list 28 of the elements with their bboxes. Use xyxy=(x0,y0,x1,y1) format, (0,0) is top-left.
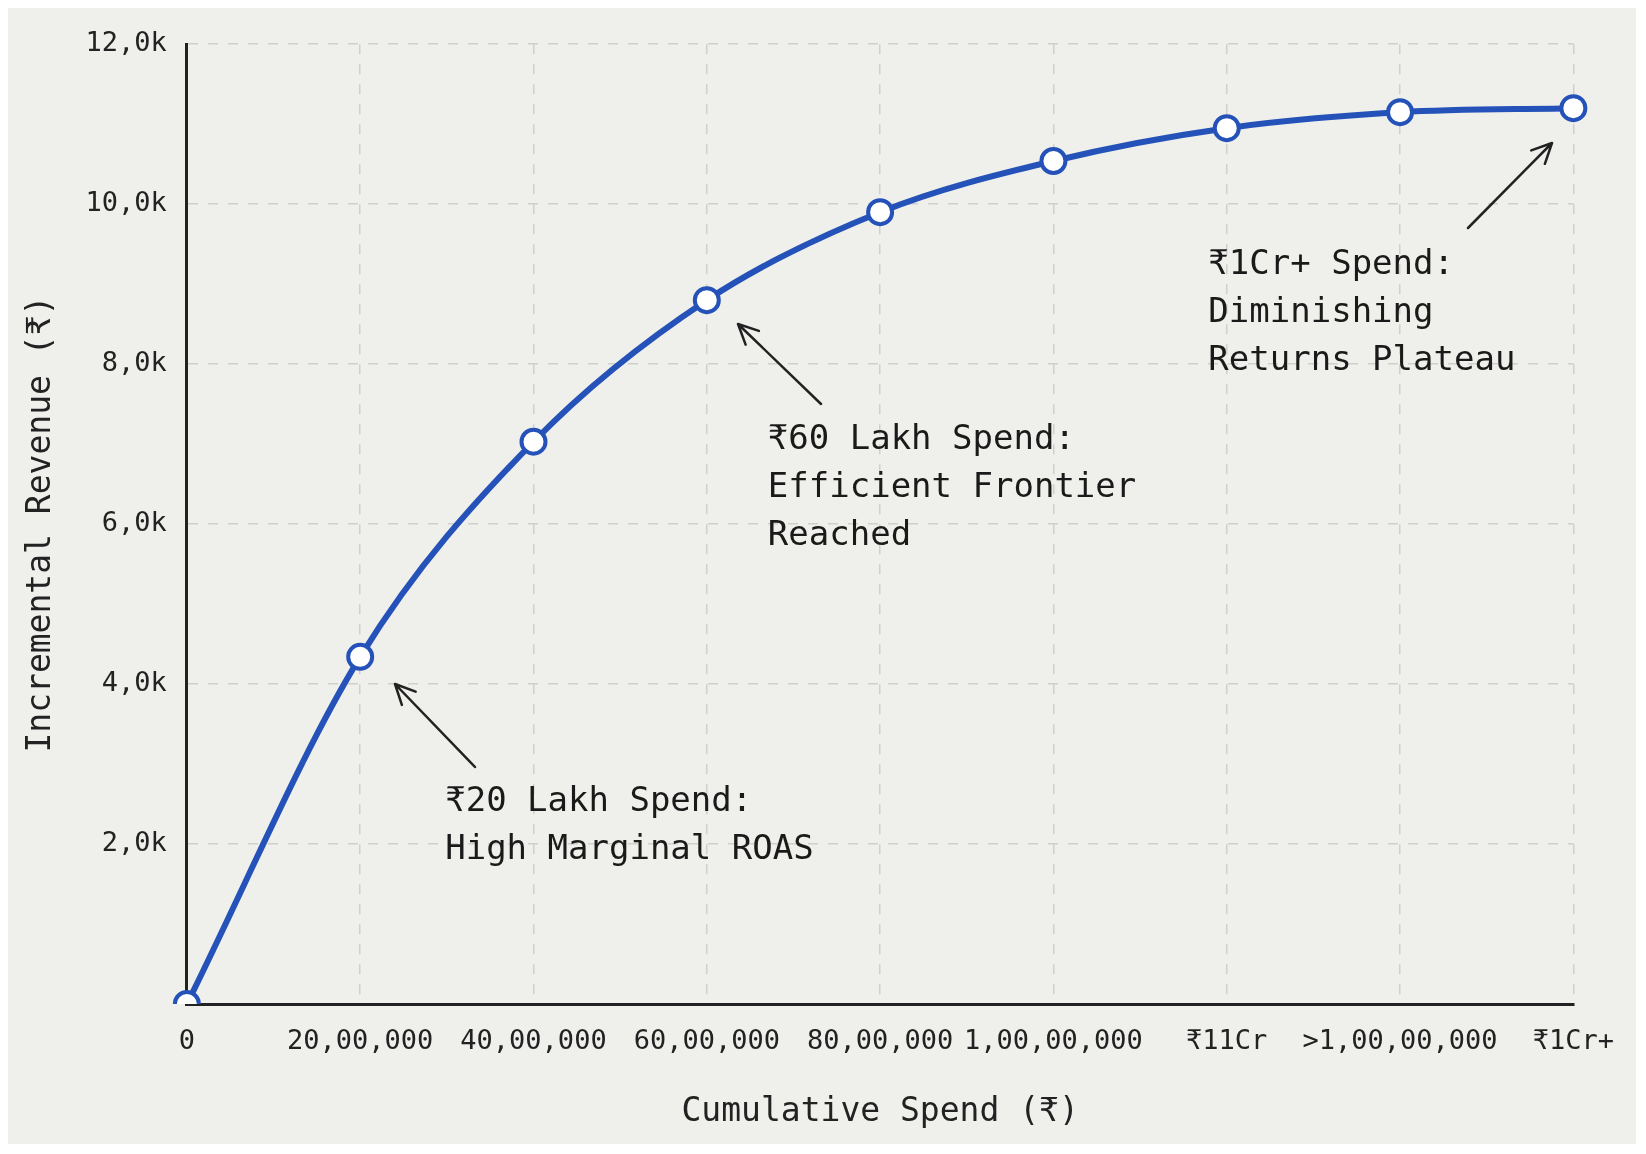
y-tick-label: 4,0k xyxy=(101,666,167,698)
x-tick-label: 1,00,00,000 xyxy=(964,1024,1143,1056)
point xyxy=(692,286,721,315)
point xyxy=(1386,98,1415,127)
annotation: ₹1Cr+ Spend: Diminishing Returns Plateau xyxy=(1208,242,1516,379)
x-tick-label: 20,00,000 xyxy=(287,1024,434,1056)
x-tick-label: >1,00,00,000 xyxy=(1302,1024,1498,1056)
x-tick-label: 40,00,000 xyxy=(460,1024,607,1056)
y-tick-label: 12,0k xyxy=(85,26,167,58)
x-axis-title: Cumulative Spend (₹) xyxy=(681,1089,1079,1129)
y-axis-title: Incremental Revenue (₹) xyxy=(19,295,59,753)
y-tick-label: 8,0k xyxy=(101,346,167,378)
point xyxy=(866,198,895,227)
y-tick-label: 6,0k xyxy=(101,506,167,538)
y-tick-label: 2,0k xyxy=(101,826,167,858)
point xyxy=(519,427,548,456)
x-tick-label: 0 xyxy=(178,1024,196,1056)
x-tick-label: ₹11Cr xyxy=(1186,1024,1268,1056)
point xyxy=(1559,94,1588,123)
point xyxy=(346,642,375,671)
x-tick-label: ₹1Cr+ xyxy=(1532,1024,1614,1056)
point xyxy=(1039,146,1068,175)
annotation: ₹20 Lakh Spend: High Marginal ROAS xyxy=(445,778,814,867)
y-tick-label: 10,0k xyxy=(85,186,167,218)
annotation: ₹60 Lakh Spend: Efficient Frontier Reached xyxy=(767,416,1137,553)
point xyxy=(1212,114,1241,143)
x-tick-label: 60,00,000 xyxy=(633,1024,780,1056)
x-tick-label: 80,00,000 xyxy=(806,1024,954,1056)
